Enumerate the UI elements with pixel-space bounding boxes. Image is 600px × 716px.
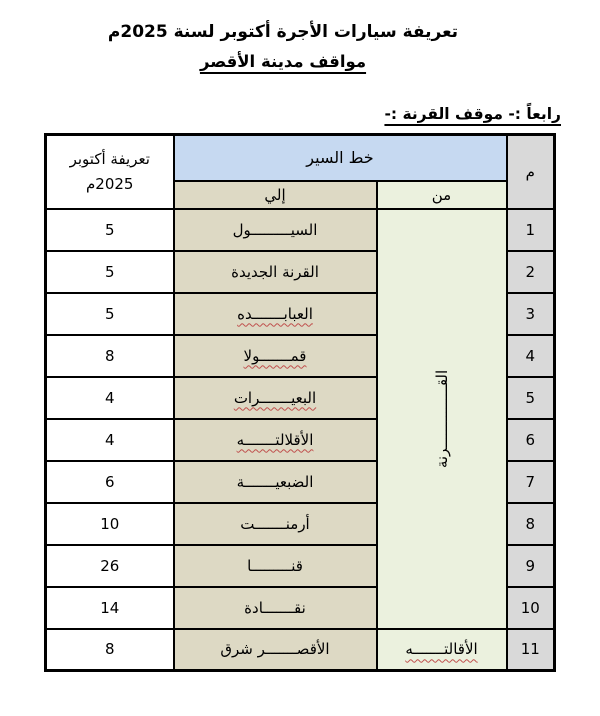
- fare-cell: 4: [44, 375, 175, 420]
- fare-cell: 5: [44, 207, 175, 252]
- tariff-column-header: تعريفة أكتوبر 2025م: [44, 133, 175, 210]
- to-cell: العبابـــــــده: [172, 291, 378, 336]
- from-column-header: من: [375, 179, 508, 210]
- index-cell: 11: [505, 627, 556, 672]
- index-column-header: م: [505, 133, 556, 210]
- header-row-2: من إلي: [46, 179, 555, 210]
- index-cell: 3: [505, 291, 556, 336]
- table-row: 5 البعيـــــــرات 4: [44, 375, 556, 420]
- place-label: الأقالتـــــــه: [405, 640, 478, 659]
- index-cell: 6: [505, 417, 556, 462]
- index-cell: 5: [505, 375, 556, 420]
- place-label: قمـــــــولا: [243, 346, 307, 365]
- table-row: 11 الأقالتـــــــه الأقصـــــــر شرق 8: [44, 627, 556, 672]
- page-subtitle: مواقف مدينة الأقصر: [199, 52, 367, 72]
- table-row: 2 القرنة الجديدة 5: [44, 249, 556, 294]
- place-label: أرمنـــــــت: [240, 514, 310, 533]
- route-column-header: خط السير: [172, 133, 508, 182]
- fare-cell: 10: [44, 501, 175, 546]
- table-row: 8 أرمنـــــــت 10: [44, 501, 556, 546]
- from-cell: الأقالتـــــــه: [375, 627, 508, 672]
- place-label: البعيـــــــرات: [233, 388, 317, 407]
- table-row: 7 الضبعيـــــــة 6: [44, 459, 556, 504]
- table-row: 6 الأقلالتـــــــه 4: [44, 417, 556, 462]
- index-cell: 9: [505, 543, 556, 588]
- to-cell: الضبعيـــــــة: [172, 459, 378, 504]
- fare-cell: 5: [44, 291, 175, 336]
- to-cell: نقـــــــادة: [172, 585, 378, 630]
- index-cell: 2: [505, 249, 556, 294]
- to-cell: القرنة الجديدة: [172, 249, 378, 294]
- to-cell: الأقصـــــــر شرق: [172, 627, 378, 672]
- table-row: 4 قمـــــــولا 8: [44, 333, 556, 378]
- to-cell: السيـــــــــول: [172, 207, 378, 252]
- fare-cell: 14: [44, 585, 175, 630]
- tariff-header-line1: تعريفة أكتوبر: [69, 150, 150, 169]
- to-cell: أرمنـــــــت: [172, 501, 378, 546]
- from-merged-cell: القــــــــــــــرنة: [375, 207, 508, 630]
- index-cell: 8: [505, 501, 556, 546]
- place-label: نقـــــــادة: [244, 598, 306, 617]
- index-cell: 7: [505, 459, 556, 504]
- to-cell: قنـــــــــا: [172, 543, 378, 588]
- header-row-1: م خط السير تعريفة أكتوبر 2025م: [44, 133, 556, 210]
- section-label-text: رابعاً :- موقف القرنة :-: [384, 105, 561, 124]
- place-label: السيـــــــــول: [232, 220, 318, 239]
- merged-from-label: القــــــــــــــرنة: [432, 369, 451, 468]
- table-body: 1 القــــــــــــــرنة السيـــــــــول 5 2 ال…: [44, 207, 556, 672]
- place-label: الضبعيـــــــة: [236, 472, 314, 491]
- fare-cell: 5: [44, 249, 175, 294]
- page-title: تعريفة سيارات الأجرة أكتوبر لسنة 2025م: [107, 22, 459, 42]
- fare-cell: 26: [44, 543, 175, 588]
- tariff-header-line2: 2025م: [86, 174, 134, 193]
- index-cell: 10: [505, 585, 556, 630]
- fare-table-head: م خط السير تعريفة أكتوبر 2025م من إلي: [44, 133, 556, 210]
- place-label: القرنة الجديدة: [231, 262, 319, 281]
- table-row: 9 قنـــــــــا 26: [44, 543, 556, 588]
- place-label: الأقلالتـــــــه: [236, 430, 314, 449]
- place-label: قنـــــــــا: [247, 556, 303, 575]
- table-row: 3 العبابـــــــده 5: [44, 291, 556, 336]
- to-cell: قمـــــــولا: [172, 333, 378, 378]
- to-cell: الأقلالتـــــــه: [172, 417, 378, 462]
- section-label: رابعاً :- موقف القرنة :-: [0, 105, 561, 123]
- fare-cell: 8: [44, 627, 175, 672]
- fare-table: م خط السير تعريفة أكتوبر 2025م من إلي 1 ا…: [44, 133, 556, 673]
- index-cell: 4: [505, 333, 556, 378]
- table-row: 1 القــــــــــــــرنة السيـــــــــول 5: [44, 207, 556, 630]
- fare-cell: 8: [44, 333, 175, 378]
- table-row: 10 نقـــــــادة 14: [44, 585, 556, 630]
- fare-cell: 6: [44, 459, 175, 504]
- place-label: الأقصـــــــر شرق: [220, 640, 330, 659]
- to-cell: البعيـــــــرات: [172, 375, 378, 420]
- to-column-header: إلي: [172, 179, 378, 210]
- document-header: تعريفة سيارات الأجرة أكتوبر لسنة 2025م م…: [0, 0, 566, 71]
- place-label: العبابـــــــده: [237, 304, 313, 323]
- fare-cell: 4: [44, 417, 175, 462]
- index-cell: 1: [505, 207, 556, 252]
